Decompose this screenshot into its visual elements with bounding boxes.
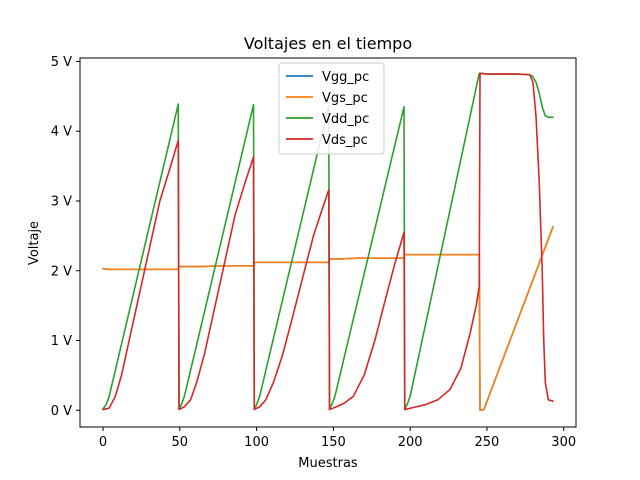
x-tick-label: 250 [475, 435, 500, 450]
x-tick-label: 200 [398, 435, 423, 450]
x-tick-label: 0 [99, 435, 107, 450]
y-tick-label: 0 V [51, 404, 72, 419]
y-axis: 0 V 1 V 2 V 3 V 4 V 5 V [51, 55, 80, 419]
y-tick-label: 3 V [51, 194, 72, 209]
legend-box [278, 62, 385, 155]
x-tick-label: 50 [172, 435, 189, 450]
x-axis-title: Muestras [298, 456, 358, 471]
legend-label: Vgg_pc [322, 70, 369, 85]
y-tick-label: 5 V [51, 55, 72, 70]
series-layer [102, 72, 554, 412]
series-line-vds-pc [102, 72, 554, 411]
x-tick-label: 300 [551, 435, 576, 450]
y-tick-label: 4 V [51, 125, 72, 140]
x-tick-label: 100 [244, 435, 269, 450]
x-tick-label: 150 [321, 435, 346, 450]
x-axis: 0 50 100 150 200 250 300 [99, 427, 576, 450]
legend-label: Vdd_pc [322, 112, 369, 127]
legend-label: Vds_pc [322, 133, 368, 148]
legend-label: Vgs_pc [322, 91, 368, 106]
y-axis-title: Voltaje [27, 221, 42, 265]
chart-title: Voltajes en el tiempo [244, 34, 412, 53]
legend: Vgg_pc Vgs_pc Vdd_pc Vds_pc [278, 62, 385, 155]
plot-frame [79, 57, 577, 428]
y-tick-label: 2 V [51, 264, 72, 279]
y-tick-label: 1 V [51, 334, 72, 349]
